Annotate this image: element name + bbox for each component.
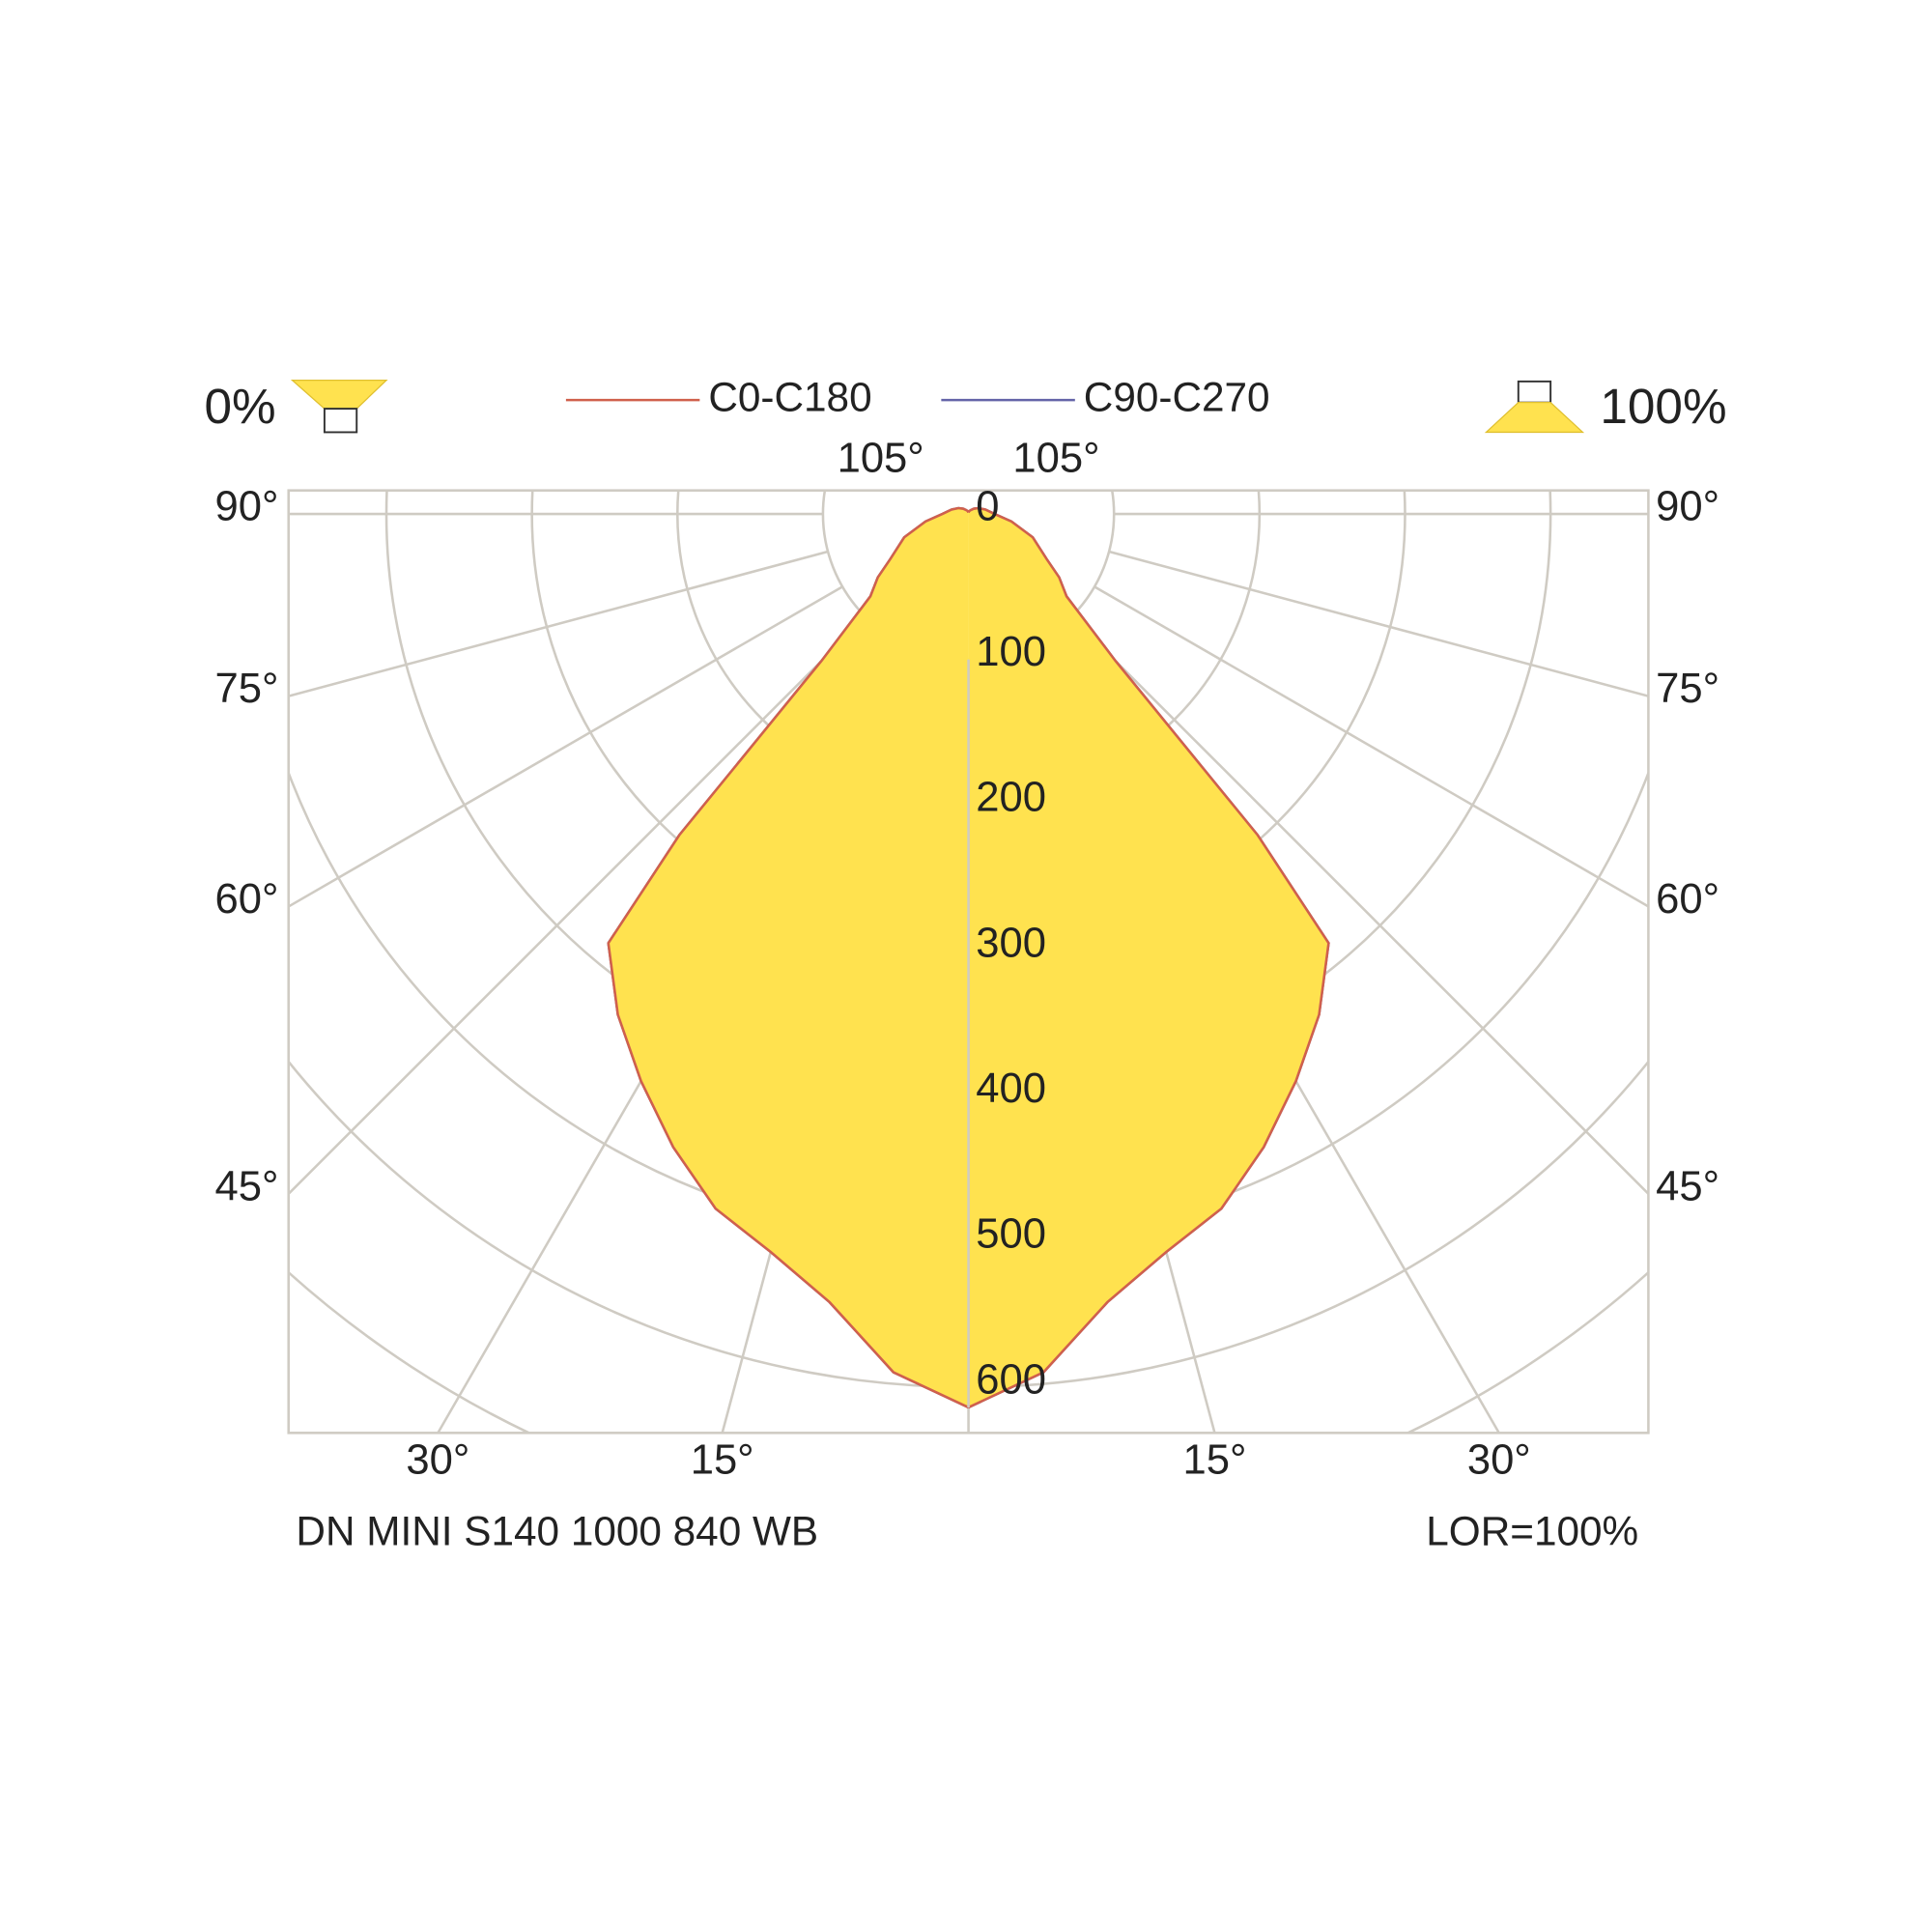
angle-tick-label: 105° bbox=[1012, 435, 1099, 481]
downward-icon bbox=[1484, 402, 1585, 434]
intensity-area bbox=[608, 508, 969, 1407]
grid-ray bbox=[288, 615, 867, 1195]
r-tick-label: 200 bbox=[976, 775, 1046, 821]
intensity-curve bbox=[607, 506, 970, 1409]
lor: LOR=100% bbox=[1426, 1509, 1638, 1554]
grid-ray bbox=[288, 550, 829, 697]
frame bbox=[287, 489, 1650, 1435]
r-tick-label: 500 bbox=[976, 1211, 1046, 1258]
grid-ray bbox=[1108, 550, 1649, 697]
downward-ratio: 100% bbox=[1600, 379, 1726, 434]
angle-tick-label: 90° bbox=[1656, 483, 1719, 529]
r-tick-label: 0 bbox=[976, 483, 999, 529]
r-tick-label: 400 bbox=[976, 1065, 1046, 1112]
upward-icon bbox=[290, 379, 388, 410]
angle-tick-label: 45° bbox=[1656, 1163, 1719, 1209]
luminaire-name: DN MINI S140 1000 840 WB bbox=[296, 1509, 818, 1554]
angle-tick-label: 60° bbox=[215, 876, 279, 923]
r-tick-label: 300 bbox=[976, 920, 1046, 966]
upward-ratio: 0% bbox=[205, 379, 276, 434]
labels: 0 100 200 300 400 500 600 15° 15° 30° 30° 45° 45° 60°… bbox=[215, 435, 1719, 1483]
angle-tick-label: 15° bbox=[691, 1437, 754, 1484]
grid-ray bbox=[288, 585, 843, 908]
grid-ray bbox=[1070, 615, 1649, 1195]
grid-ray bbox=[1094, 585, 1649, 908]
angle-tick-label: 60° bbox=[1656, 876, 1719, 923]
r-tick-label: 100 bbox=[976, 629, 1046, 675]
intensity-curve bbox=[967, 506, 1330, 1409]
downward-icon-box bbox=[1517, 380, 1552, 404]
legend-label: C90-C270 bbox=[1084, 374, 1270, 419]
angle-tick-label: 45° bbox=[215, 1163, 279, 1209]
angle-tick-label: 30° bbox=[1467, 1437, 1531, 1484]
r-tick-label: 600 bbox=[976, 1356, 1046, 1403]
angle-tick-label: 15° bbox=[1183, 1437, 1247, 1484]
angle-tick-label: 75° bbox=[215, 666, 279, 712]
upward-icon-box bbox=[323, 408, 358, 434]
angle-tick-label: 90° bbox=[215, 483, 279, 529]
angle-tick-label: 30° bbox=[406, 1437, 469, 1484]
angle-tick-label: 105° bbox=[838, 435, 924, 481]
legend-label: C0-C180 bbox=[708, 374, 871, 419]
curves bbox=[607, 506, 1330, 1409]
angle-tick-label: 75° bbox=[1656, 666, 1719, 712]
